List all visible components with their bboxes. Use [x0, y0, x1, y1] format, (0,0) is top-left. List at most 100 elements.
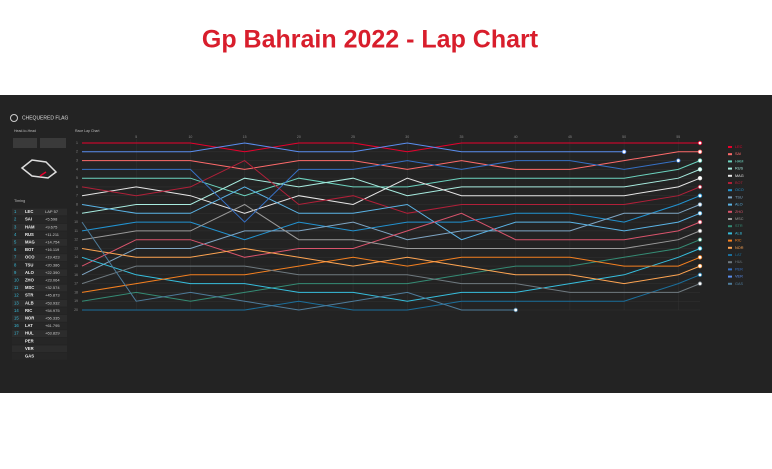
- legend-label: HAM: [735, 159, 743, 163]
- y-tick-label: 18: [74, 290, 78, 294]
- timing-pos: 17: [14, 331, 19, 336]
- legend-swatch: [728, 153, 732, 156]
- timing-pos: 15: [14, 316, 19, 321]
- y-tick-label: 17: [74, 282, 78, 286]
- timing-gap: LAP 57: [45, 209, 59, 214]
- timing-driver: SAI: [25, 217, 32, 222]
- timing-gap: +53.932: [45, 300, 60, 305]
- timing-driver: HUL: [25, 331, 34, 336]
- timing-driver: NOR: [25, 316, 34, 321]
- timing-gap: +9.675: [45, 224, 58, 229]
- legend-label: VER: [735, 275, 743, 279]
- position-line: [81, 239, 701, 302]
- y-tick-label: 12: [74, 238, 78, 242]
- legend-swatch: [728, 196, 732, 199]
- legend-label: ZHO: [735, 210, 743, 214]
- x-tick-label: 50: [622, 135, 626, 139]
- legend-swatch: [728, 182, 732, 184]
- position-line: [82, 151, 700, 170]
- legend-label: MAG: [735, 174, 744, 178]
- y-tick-label: 13: [74, 246, 78, 250]
- page-title: Gp Bahrain 2022 - Lap Chart: [202, 26, 539, 54]
- position-line: [81, 221, 516, 311]
- timing-gap: +61.795: [45, 323, 60, 328]
- timing-gap: +45.873: [45, 293, 60, 298]
- position-line: [81, 212, 701, 267]
- legend-label: RIC: [735, 239, 742, 243]
- timing-pos: 12: [14, 293, 19, 298]
- timing-pos: 14: [14, 308, 19, 313]
- timing-driver: OCO: [25, 255, 35, 260]
- timing-gap: +23.064: [45, 277, 60, 282]
- legend-swatch: [728, 261, 732, 264]
- end-marker: [513, 307, 518, 313]
- legend-swatch: [728, 239, 732, 242]
- legend-label: GAS: [735, 282, 743, 286]
- timing-row: [12, 231, 67, 239]
- position-line: [81, 248, 701, 302]
- y-tick-label: 11: [74, 229, 78, 233]
- timing-gap: +20.386: [45, 262, 60, 267]
- end-marker: [697, 140, 703, 146]
- y-tick-label: 5: [76, 176, 78, 180]
- driver-select[interactable]: [13, 138, 37, 148]
- timing-row: [12, 246, 67, 254]
- position-line: [82, 160, 679, 223]
- timing-row: [12, 345, 67, 353]
- position-line: [81, 177, 701, 214]
- position-line: [81, 265, 701, 293]
- legend-swatch: [728, 268, 732, 271]
- h2h-label: Head-to-Head: [14, 129, 36, 133]
- legend-swatch: [728, 160, 732, 163]
- timing-pos: 7: [14, 255, 17, 260]
- timing-row: [12, 322, 67, 330]
- driver-select[interactable]: [40, 138, 66, 148]
- position-line: [81, 256, 701, 293]
- y-tick-label: 7: [76, 194, 78, 198]
- timing-row: [12, 284, 67, 292]
- timing-row: [12, 216, 67, 223]
- timing-row: [12, 239, 67, 246]
- end-marker: [676, 158, 681, 163]
- timing-pos: 8: [14, 262, 17, 267]
- position-line: [81, 160, 701, 214]
- timing-row: [12, 299, 67, 307]
- legend-label: ALO: [735, 203, 743, 207]
- legend-swatch: [728, 167, 732, 170]
- timing-row: [12, 330, 67, 337]
- logo: [10, 114, 18, 122]
- timing-driver: LAT: [25, 323, 33, 328]
- legend-swatch: [728, 146, 732, 148]
- legend-swatch: [728, 174, 732, 177]
- end-marker: [697, 149, 703, 154]
- y-tick-label: 19: [74, 299, 78, 303]
- legend-label: MSC: [735, 217, 744, 221]
- timing-gap: +5.598: [45, 217, 58, 222]
- timing-driver: LEC: [25, 209, 33, 214]
- timing-row: [12, 307, 67, 315]
- timing-pos: 1: [14, 209, 17, 214]
- y-tick-label: 10: [74, 220, 78, 224]
- timing-label: Timing: [14, 199, 25, 203]
- timing-row: [12, 277, 67, 284]
- end-marker: [697, 211, 703, 216]
- timing-driver: HAM: [25, 224, 35, 229]
- x-tick-label: 40: [514, 135, 518, 139]
- timing-gap: +14.754: [45, 239, 60, 244]
- timing-driver: TSU: [25, 262, 33, 267]
- timing-gap: +63.829: [45, 331, 60, 336]
- timing-row: [12, 315, 67, 322]
- timing-row: [12, 353, 67, 360]
- position-line: [81, 186, 701, 241]
- timing-pos: 5: [14, 240, 17, 245]
- y-tick-label: 1: [76, 141, 78, 145]
- position-line: [81, 203, 701, 249]
- position-line: [81, 168, 701, 214]
- position-line: [82, 142, 700, 153]
- timing-gap: +16.119: [45, 247, 60, 252]
- timing-pos: 11: [14, 285, 19, 290]
- position-line: [81, 204, 701, 276]
- legend-swatch: [728, 246, 732, 249]
